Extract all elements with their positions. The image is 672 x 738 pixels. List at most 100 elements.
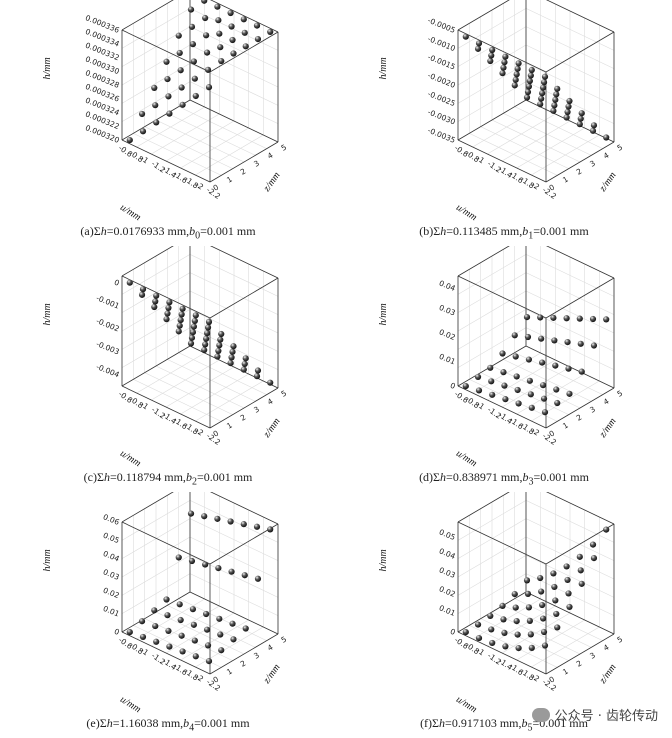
caption-c-sum: =0.118794 mm, (109, 470, 186, 484)
data-point (254, 367, 262, 374)
data-point (204, 642, 212, 649)
z-tick-label: 0 (449, 627, 457, 637)
caption-e-prefix: (e)Σ (86, 716, 107, 730)
axis-edge (546, 0, 615, 33)
x-tick-label: -1 (139, 646, 150, 658)
data-point (205, 658, 213, 665)
data-point (576, 315, 583, 322)
data-point (191, 317, 198, 325)
caption-e-value: =0.001 mm (194, 716, 250, 730)
axis-edge (545, 31, 615, 73)
x-tick-label: -1 (139, 400, 150, 412)
data-point (242, 625, 249, 632)
data-point (202, 341, 209, 348)
data-point (499, 602, 506, 609)
data-point (554, 624, 561, 631)
data-point (538, 335, 545, 342)
axis-edge (457, 631, 547, 675)
data-point (541, 73, 549, 80)
data-point (526, 77, 533, 85)
data-point (218, 57, 225, 65)
data-point (590, 342, 598, 349)
grid-line (180, 619, 249, 661)
data-point (165, 93, 172, 100)
y-tick-label: 2 (575, 658, 584, 668)
data-point (563, 315, 570, 322)
y-tick-label: 4 (602, 642, 611, 652)
chart-a-axes: -2.2-2-1.8-1.6-1.4-1.2-1-0.8-0.60123450.… (42, 0, 288, 223)
wechat-icon (531, 707, 550, 722)
x-axis-label: u/mm (454, 694, 479, 715)
y-axis-label: z/mm (261, 416, 283, 440)
data-point (215, 17, 222, 24)
data-point (566, 97, 573, 105)
grid-line (180, 127, 249, 169)
y-tick-label: 3 (588, 650, 597, 660)
caption-a-b: b (189, 224, 196, 238)
caption-b-prefix: (b)Σ (419, 224, 441, 238)
data-point (165, 627, 172, 634)
chart-c-points (126, 279, 274, 386)
grid-line (167, 605, 256, 648)
data-point (203, 32, 210, 39)
y-tick-label: 1 (561, 666, 570, 676)
y-tick-label: 3 (252, 650, 261, 660)
grid-line (178, 106, 267, 149)
data-point (566, 390, 573, 397)
y-tick-label: 1 (225, 174, 234, 184)
x-tick-label: -2 (194, 426, 205, 438)
data-point (540, 395, 548, 402)
data-point (192, 653, 199, 660)
data-point (499, 70, 506, 77)
data-point (191, 75, 198, 82)
data-point (228, 568, 235, 575)
grid-line (503, 359, 592, 402)
axis-edge (121, 275, 211, 319)
grid-line (155, 119, 245, 163)
caption-a-sub: 0 (195, 230, 201, 242)
data-point (230, 636, 237, 643)
data-point (175, 328, 182, 335)
y-tick-label: 4 (266, 642, 275, 652)
x-axis-label: u/mm (118, 694, 143, 715)
caption-b-sum: =0.113485 mm, (446, 224, 523, 238)
chart-d-axes: -2.2-2-1.8-1.6-1.4-1.2-1-0.8-0.601234500… (378, 246, 624, 469)
axis-edge (457, 99, 527, 141)
grid-line (178, 352, 267, 395)
x-axis-label: u/mm (454, 202, 479, 223)
axis-edge (121, 29, 211, 73)
caption-e-b: b (183, 716, 190, 730)
data-point (576, 553, 583, 560)
z-tick-label: -0.0025 (426, 89, 456, 108)
data-point (189, 41, 197, 48)
axis-edge (210, 0, 279, 33)
axis-edge (457, 275, 547, 319)
data-point (166, 643, 173, 650)
watermark-text: 公众号 · 齿轮传动 (554, 709, 658, 724)
caption-a-value: =0.001 mm (200, 224, 256, 238)
data-point (175, 32, 182, 39)
data-point (176, 601, 183, 608)
data-point (240, 521, 247, 528)
data-point (215, 347, 222, 355)
data-point (551, 337, 558, 344)
axis-edge (457, 591, 527, 633)
data-point (176, 49, 183, 57)
data-point (179, 305, 186, 312)
data-point (603, 526, 610, 533)
chart-panel-e: -2.2 -2 -1.8 -1.6 -1.4 -1.2 -1 -0.8 -0.6 0 1 2 3 4 5 0 0… (0, 492, 336, 738)
z-tick-label: -0.0020 (426, 71, 456, 90)
y-tick-label: 2 (575, 412, 584, 422)
grid-line (189, 254, 279, 297)
x-tick-label: -2 (530, 180, 541, 192)
data-point (523, 577, 531, 584)
data-point (203, 335, 210, 342)
axis-edge (545, 277, 615, 319)
axis-edge (121, 385, 211, 429)
data-point (589, 315, 597, 323)
grid-line (503, 605, 592, 648)
data-point (576, 121, 583, 128)
chart-c-svg: -2.2-2-1.8-1.6-1.4-1.2-1-0.8-0.6012345-0… (42, 246, 288, 469)
z-tick-label: -0.0030 (426, 107, 456, 126)
y-tick-label: 5 (280, 142, 289, 152)
